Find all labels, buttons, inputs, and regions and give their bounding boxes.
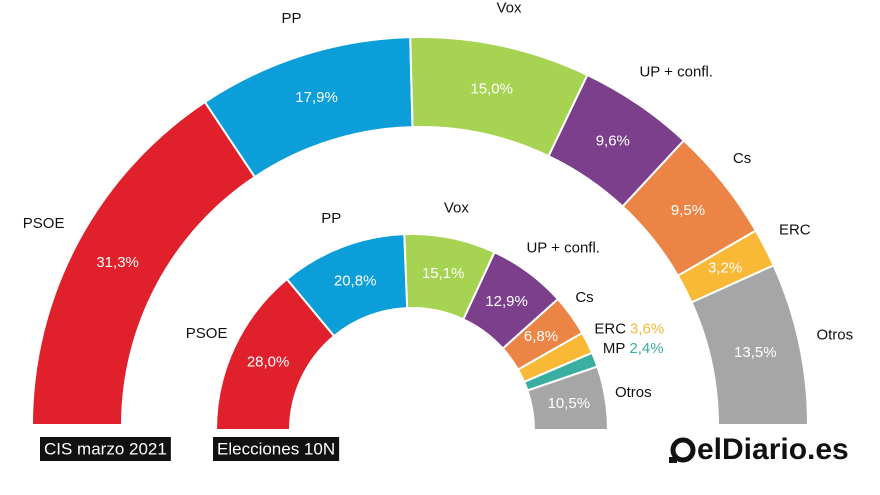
- logo-icon: [670, 437, 696, 463]
- value-label: 9,5%: [671, 202, 705, 219]
- logo-text: elDiario.es: [697, 433, 849, 466]
- category-label: Otros: [816, 326, 853, 343]
- value-label: 17,9%: [295, 89, 338, 106]
- chart-title-group: Elecciones 10N: [213, 437, 340, 461]
- category-label: Vox: [496, 0, 522, 16]
- value-label: 20,8%: [334, 272, 377, 289]
- segment: [526, 365, 610, 431]
- segment: [30, 100, 257, 426]
- category-label: PP: [321, 210, 341, 227]
- value-label: 15,1%: [422, 265, 465, 282]
- chart-title-group: CIS marzo 2021: [40, 437, 171, 461]
- value-label: 6,8%: [524, 328, 558, 345]
- chart-title-box: [40, 437, 171, 461]
- value-label: 15,0%: [470, 81, 513, 98]
- category-label: ERC: [779, 221, 811, 238]
- category-label: UP + confl.: [639, 64, 713, 81]
- segment: [690, 264, 810, 426]
- chart-title: CIS marzo 2021: [44, 439, 167, 458]
- category-label: PSOE: [186, 325, 228, 342]
- category-label: MP: [603, 340, 626, 357]
- value-label: 28,0%: [247, 353, 290, 370]
- category-label: Cs: [575, 289, 593, 306]
- category-label: ERC: [594, 320, 626, 337]
- category-label: Otros: [615, 384, 652, 401]
- category-label: Cs: [733, 150, 751, 167]
- category-label-group: MP 2,4%: [603, 340, 664, 357]
- value-label: 12,9%: [485, 293, 528, 310]
- category-label: UP + confl.: [526, 239, 600, 256]
- category-label: PP: [282, 10, 302, 27]
- category-label-group: ERC 3,6%: [594, 320, 664, 337]
- logo-icon: [669, 457, 677, 463]
- category-label: Vox: [444, 199, 470, 216]
- chart-title: Elecciones 10N: [217, 439, 335, 458]
- value-label: 13,5%: [734, 344, 777, 361]
- chart-title-box: [213, 437, 340, 461]
- category-label: PSOE: [23, 215, 65, 232]
- value-label: 9,6%: [596, 132, 630, 149]
- value-label: 3,6%: [630, 320, 664, 337]
- value-label: 3,2%: [708, 259, 742, 276]
- value-label: 10,5%: [548, 395, 591, 412]
- value-label: 31,3%: [96, 254, 139, 271]
- value-label: 2,4%: [629, 340, 663, 357]
- logo: elDiario.es: [669, 433, 849, 466]
